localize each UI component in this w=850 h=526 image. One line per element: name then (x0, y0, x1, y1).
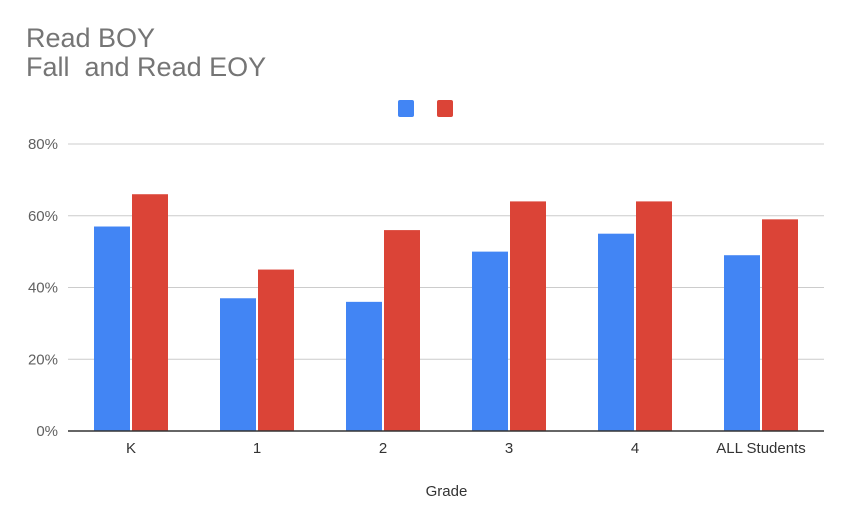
bar-series-2 (384, 230, 420, 431)
y-axis-ticks: 0% 20% 40% 60% 80% (28, 136, 58, 440)
legend (398, 100, 453, 117)
chart-title: Read BOY Fall and Read EOY (26, 24, 266, 82)
x-tick-label: 1 (253, 440, 261, 457)
y-tick-label: 60% (28, 208, 58, 225)
x-tick-label: 3 (505, 440, 513, 457)
bar-series-1 (724, 255, 760, 431)
bar-series-1 (220, 298, 256, 431)
x-tick-label: 2 (379, 440, 387, 457)
legend-swatch-series-2 (437, 100, 453, 117)
chart-title-line-2: Fall and Read EOY (26, 52, 267, 82)
bar-series-1 (598, 233, 634, 431)
x-axis-ticks: K 1 2 3 4 ALL Students (126, 440, 806, 457)
chart-title-line-1: Read BOY (26, 23, 156, 53)
bars (94, 194, 798, 431)
x-tick-label: ALL Students (716, 440, 806, 457)
bar-series-2 (258, 269, 294, 431)
bar-series-2 (636, 201, 672, 431)
bar-series-2 (762, 219, 798, 431)
bar-series-2 (132, 194, 168, 431)
bar-series-2 (510, 201, 546, 431)
y-tick-label: 40% (28, 280, 58, 297)
bar-series-1 (94, 226, 130, 431)
x-tick-label: K (126, 440, 136, 457)
y-tick-label: 0% (36, 423, 58, 440)
x-axis-title: Grade (426, 483, 468, 500)
y-tick-label: 80% (28, 136, 58, 153)
y-tick-label: 20% (28, 351, 58, 368)
bar-series-1 (472, 251, 508, 431)
bar-series-1 (346, 301, 382, 431)
x-tick-label: 4 (631, 440, 639, 457)
gridlines (68, 143, 824, 360)
legend-swatch-series-1 (398, 100, 414, 117)
